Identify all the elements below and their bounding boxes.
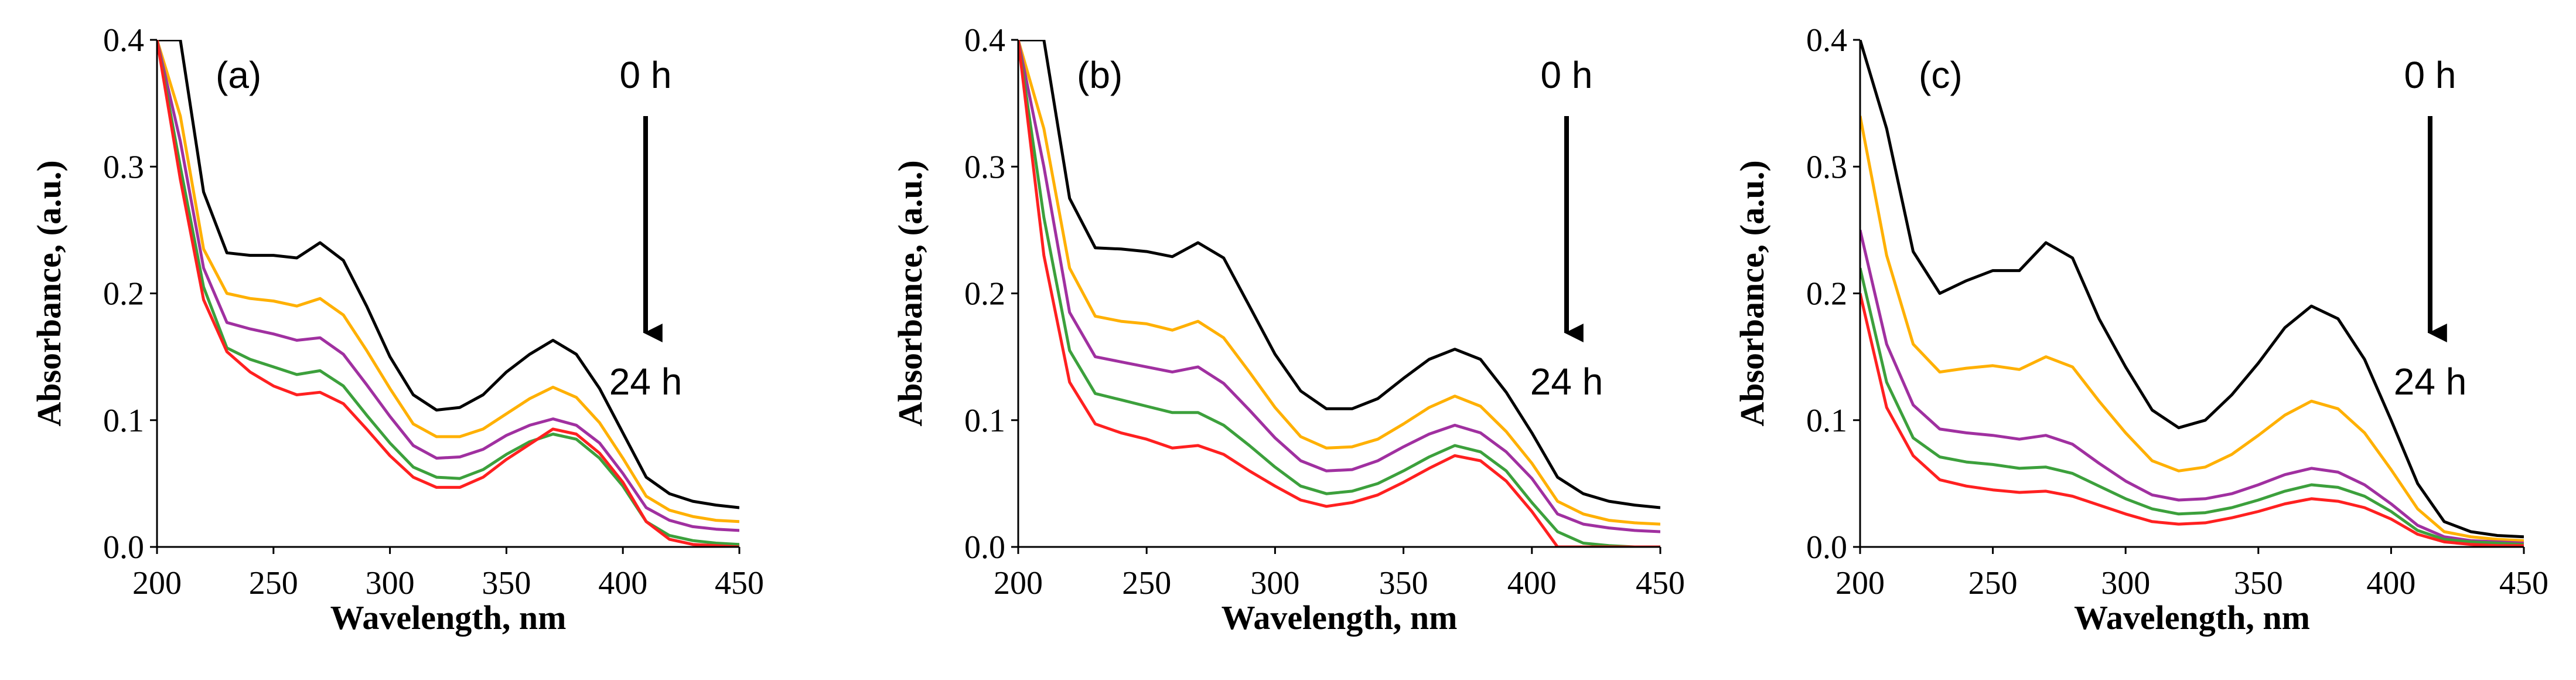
arrow-end-label: 24 h — [2394, 361, 2467, 403]
x-tick-label: 250 — [1968, 565, 2018, 601]
series-line-t1 — [1860, 115, 2524, 542]
x-tick-label: 250 — [249, 565, 298, 601]
y-tick-label: 0.3 — [103, 149, 144, 185]
series-line-24-h — [157, 40, 739, 547]
series-line-0-h — [1860, 40, 2524, 539]
y-tick-label: 0.2 — [103, 276, 144, 312]
series-line-t2 — [1018, 40, 1660, 533]
arrow-start-label: 0 h — [2404, 54, 2456, 96]
y-tick-label: 0.4 — [964, 22, 1005, 59]
y-tick-label: 0.3 — [964, 149, 1005, 185]
x-tick-label: 350 — [1379, 565, 1428, 601]
x-tick-label: 300 — [366, 565, 415, 601]
series-line-t2 — [157, 40, 739, 532]
y-tick-label: 0.4 — [1806, 22, 1847, 59]
chart-panel-0: 0.0 0.1 0.2 0.3 0.4 200 250 300 350 400 450 Wavelen… — [30, 22, 764, 637]
arrow-start-label: 0 h — [1541, 54, 1593, 96]
x-tick-label: 350 — [2234, 565, 2283, 601]
chart-panel-2: 0.0 0.1 0.2 0.3 0.4 200 250 300 350 400 450 Wavelen… — [1733, 22, 2548, 637]
x-tick-label: 450 — [1636, 565, 1685, 601]
panel-label: (b) — [1077, 54, 1122, 96]
y-tick-label: 0.1 — [964, 403, 1005, 439]
y-axis-title: Absorbance, (a.u.) — [1733, 160, 1771, 426]
y-tick-label: 0.3 — [1806, 149, 1847, 185]
series-line-t1 — [157, 40, 739, 523]
series-line-t3 — [1860, 267, 2524, 546]
x-tick-label: 450 — [2499, 565, 2548, 601]
x-axis-title: Wavelength, nm — [330, 599, 567, 637]
x-tick-label: 400 — [1507, 565, 1557, 601]
x-tick-label: 400 — [598, 565, 647, 601]
y-axis-title: Absorbance, (a.u.) — [891, 160, 929, 426]
y-tick-label: 0.0 — [103, 529, 144, 566]
series-line-0-h — [1018, 40, 1660, 509]
arrow-end-label: 24 h — [1530, 361, 1603, 403]
series-line-t3 — [1018, 40, 1660, 547]
x-axis-title: Wavelength, nm — [2074, 599, 2310, 637]
series-line-24-h — [1018, 40, 1660, 547]
y-tick-label: 0.0 — [1806, 529, 1847, 566]
x-tick-label: 300 — [1250, 565, 1299, 601]
y-axis-title: Absorbance, (a.u.) — [30, 160, 68, 426]
y-tick-label: 0.4 — [103, 22, 144, 59]
x-axis-title: Wavelength, nm — [1222, 599, 1458, 637]
chart-panel-1: 0.0 0.1 0.2 0.3 0.4 200 250 300 350 400 450 Wavelen… — [891, 22, 1685, 637]
x-tick-label: 350 — [482, 565, 531, 601]
y-tick-label: 0.2 — [1806, 276, 1847, 312]
x-tick-label: 250 — [1122, 565, 1171, 601]
x-tick-label: 300 — [2101, 565, 2150, 601]
series-line-t2 — [1860, 229, 2524, 545]
y-tick-label: 0.0 — [964, 529, 1005, 566]
arrow-end-label: 24 h — [609, 361, 683, 403]
x-tick-label: 200 — [1835, 565, 1885, 601]
series-line-t1 — [1018, 40, 1660, 526]
series-line-t3 — [157, 40, 739, 546]
x-tick-label: 200 — [132, 565, 182, 601]
arrow-start-label: 0 h — [620, 54, 672, 96]
series-line-24-h — [1860, 293, 2524, 547]
y-tick-label: 0.1 — [1806, 403, 1847, 439]
panel-label: (c) — [1919, 54, 1963, 96]
y-tick-label: 0.1 — [103, 403, 144, 439]
series-line-0-h — [157, 40, 739, 509]
x-tick-label: 400 — [2366, 565, 2415, 601]
y-tick-label: 0.2 — [964, 276, 1005, 312]
x-tick-label: 450 — [715, 565, 764, 601]
panel-label: (a) — [216, 54, 261, 96]
x-tick-label: 200 — [994, 565, 1043, 601]
